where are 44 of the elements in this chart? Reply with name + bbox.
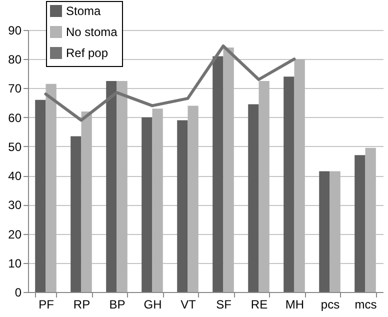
bar bbox=[188, 106, 198, 292]
y-tick-label: 20 bbox=[8, 227, 22, 242]
bar bbox=[319, 171, 330, 292]
x-tick-label: mcs bbox=[354, 298, 377, 312]
bar bbox=[152, 108, 163, 292]
x-tick-label: pcs bbox=[320, 298, 340, 312]
bar bbox=[116, 80, 128, 292]
bar bbox=[284, 76, 294, 292]
x-tick-label: BP bbox=[109, 298, 126, 312]
legend-label: Stoma bbox=[66, 4, 102, 18]
bar bbox=[248, 104, 259, 292]
y-tick-label: 0 bbox=[14, 286, 22, 300]
bar bbox=[35, 100, 46, 292]
bar bbox=[46, 84, 56, 292]
bar bbox=[142, 117, 152, 292]
x-tick-label: RE bbox=[250, 298, 268, 312]
bar bbox=[81, 112, 92, 292]
bar bbox=[330, 171, 340, 292]
x-tick-label: GH bbox=[144, 298, 162, 312]
bar bbox=[294, 59, 305, 292]
y-tick-label: 40 bbox=[8, 169, 22, 184]
line-series bbox=[44, 44, 296, 122]
legend-label: No stoma bbox=[66, 25, 118, 39]
y-tick-label: 70 bbox=[8, 82, 22, 96]
x-tick-label: MH bbox=[285, 298, 304, 312]
y-tick-label: 50 bbox=[8, 140, 22, 154]
y-tick-label: 60 bbox=[8, 110, 22, 125]
y-tick-label: 90 bbox=[8, 24, 22, 38]
x-tick-label: SF bbox=[216, 298, 232, 312]
x-tick-label: PF bbox=[38, 298, 54, 312]
y-tick-label: 10 bbox=[8, 256, 22, 270]
bar bbox=[258, 80, 270, 292]
bar bbox=[365, 148, 376, 292]
x-tick-label: RP bbox=[73, 298, 90, 312]
y-tick-label: 80 bbox=[8, 52, 22, 67]
bar bbox=[70, 136, 82, 292]
bar bbox=[354, 155, 366, 292]
y-tick-label: 30 bbox=[8, 198, 22, 212]
x-tick-label: VT bbox=[180, 298, 197, 312]
bar bbox=[177, 120, 188, 292]
bar bbox=[223, 47, 234, 292]
bar bbox=[106, 80, 117, 292]
bar bbox=[212, 56, 224, 292]
legend-label: Ref pop bbox=[66, 46, 108, 60]
